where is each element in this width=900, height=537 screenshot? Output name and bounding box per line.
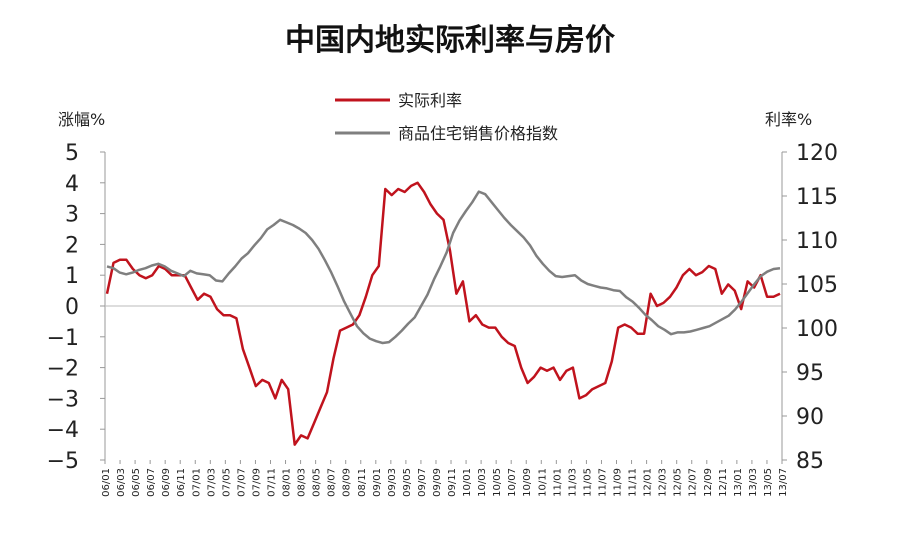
right-tick-label: 120 <box>796 141 838 166</box>
x-tick-label: 08/03 <box>297 468 308 497</box>
x-tick-label: 10/09 <box>522 468 533 497</box>
x-tick-label: 06/11 <box>176 468 187 497</box>
x-tick-label: 07/09 <box>251 468 262 497</box>
x-tick-label: 11/09 <box>613 468 624 497</box>
left-axis-ticks: 5 4 3 2 1 0 −1 −2 −3 −4 −5 <box>47 141 105 474</box>
x-tick-label: 08/01 <box>282 468 293 497</box>
x-tick-label: 07/11 <box>266 468 277 497</box>
right-axis-ticks: 120 115 110 105 100 95 90 85 <box>782 141 838 474</box>
left-tick-label: −1 <box>47 326 79 351</box>
legend-label-price-index: 商品住宅销售价格指数 <box>398 124 558 143</box>
right-tick-label: 85 <box>796 449 824 474</box>
x-tick-label: 06/01 <box>101 468 112 497</box>
x-tick-label: 10/05 <box>492 468 503 497</box>
x-tick-label: 12/01 <box>643 468 654 497</box>
x-tick-label: 09/01 <box>372 468 383 497</box>
right-tick-label: 105 <box>796 273 838 298</box>
right-tick-label: 115 <box>796 185 838 210</box>
series-line-real-rate <box>105 181 781 446</box>
series-lines <box>105 181 781 446</box>
x-tick-label: 06/05 <box>131 468 142 497</box>
x-tick-label: 07/01 <box>191 468 202 497</box>
x-tick-label: 06/07 <box>146 468 157 497</box>
right-tick-label: 90 <box>796 405 824 430</box>
x-tick-label: 12/05 <box>673 468 684 497</box>
series-line-price-index <box>106 190 781 345</box>
x-tick-label: 09/09 <box>432 468 443 497</box>
x-tick-label: 08/05 <box>312 468 323 497</box>
x-tick-label: 12/07 <box>688 468 699 497</box>
x-tick-label: 09/11 <box>447 468 458 497</box>
right-tick-label: 95 <box>796 361 824 386</box>
x-tick-label: 10/01 <box>462 468 473 497</box>
x-tick-label: 08/09 <box>342 468 353 497</box>
x-tick-label: 11/11 <box>628 468 639 497</box>
x-tick-label: 11/03 <box>567 468 578 497</box>
x-tick-label: 09/07 <box>417 468 428 497</box>
left-tick-label: 0 <box>65 295 79 320</box>
left-axis-unit: 涨幅% <box>58 110 105 129</box>
x-tick-label: 13/01 <box>733 468 744 497</box>
axes <box>104 152 783 460</box>
x-tick-label: 11/01 <box>552 468 563 497</box>
left-tick-label: −2 <box>47 357 79 382</box>
x-tick-label: 12/03 <box>658 468 669 497</box>
right-axis-unit: 利率% <box>765 110 812 129</box>
x-tick-label: 08/11 <box>357 468 368 497</box>
x-tick-label: 10/03 <box>477 468 488 497</box>
left-tick-label: −3 <box>47 387 79 412</box>
x-tick-label: 12/09 <box>703 468 714 497</box>
x-axis-ticks: 06/01 06/03 06/05 06/07 06/09 06/11 07/01 07/03… <box>101 460 789 497</box>
left-tick-label: 4 <box>65 172 79 197</box>
right-tick-label: 110 <box>796 229 838 254</box>
x-tick-label: 07/03 <box>206 468 217 497</box>
x-tick-label: 10/11 <box>537 468 548 497</box>
left-tick-label: 3 <box>65 203 79 228</box>
left-tick-label: −4 <box>47 418 79 443</box>
x-tick-label: 09/03 <box>387 468 398 497</box>
left-tick-label: −5 <box>47 449 79 474</box>
x-tick-label: 07/07 <box>236 468 247 497</box>
x-tick-label: 07/05 <box>221 468 232 497</box>
x-tick-label: 12/11 <box>718 468 729 497</box>
x-tick-label: 06/03 <box>116 468 127 497</box>
chart-title: 中国内地实际利率与房价 <box>285 23 615 58</box>
x-tick-label: 10/07 <box>507 468 518 497</box>
left-tick-label: 2 <box>65 233 79 258</box>
x-tick-label: 11/05 <box>582 468 593 497</box>
x-tick-label: 13/07 <box>778 468 789 497</box>
x-tick-label: 08/07 <box>327 468 338 497</box>
x-tick-label: 06/09 <box>161 468 172 497</box>
x-tick-label: 13/03 <box>748 468 759 497</box>
x-tick-label: 11/07 <box>597 468 608 497</box>
legend: 实际利率 商品住宅销售价格指数 <box>335 91 558 143</box>
x-tick-label: 13/05 <box>763 468 774 497</box>
right-tick-label: 100 <box>796 317 838 342</box>
legend-label-real-rate: 实际利率 <box>398 91 462 110</box>
left-tick-label: 1 <box>65 264 79 289</box>
x-tick-label: 09/05 <box>402 468 413 497</box>
left-tick-label: 5 <box>65 141 79 166</box>
